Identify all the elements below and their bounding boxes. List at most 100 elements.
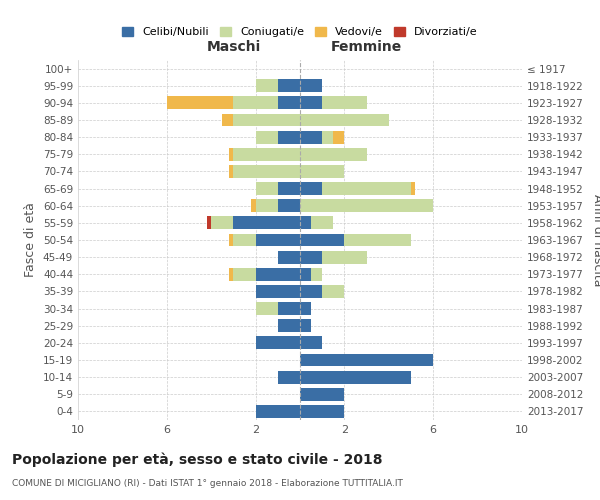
Bar [256,285,300,298]
Bar [300,354,433,366]
Bar [300,80,322,92]
Bar [300,336,322,349]
Bar [278,250,300,264]
Bar [229,234,300,246]
Bar [229,268,300,280]
Bar [278,320,300,332]
Legend: Celibi/Nubili, Coniugati/e, Vedovi/e, Divorziati/e: Celibi/Nubili, Coniugati/e, Vedovi/e, Di… [118,22,482,42]
Bar [229,148,300,160]
Bar [300,405,344,418]
Bar [222,114,300,126]
Bar [211,216,300,230]
Bar [300,268,322,280]
Bar [300,148,367,160]
Bar [300,285,344,298]
Bar [233,165,300,178]
Bar [229,165,300,178]
Bar [256,405,300,418]
Bar [256,285,300,298]
Bar [300,405,344,418]
Bar [300,182,415,195]
Bar [300,182,322,195]
Bar [300,354,433,366]
Bar [300,285,322,298]
Bar [278,250,300,264]
Bar [300,388,344,400]
Bar [300,234,411,246]
Bar [167,96,300,110]
Bar [300,320,311,332]
Bar [278,200,300,212]
Bar [300,302,311,315]
Bar [300,285,344,298]
Bar [278,250,300,264]
Bar [300,165,344,178]
Bar [256,80,300,92]
Bar [233,148,300,160]
Bar [300,130,344,143]
Bar [300,336,322,349]
Bar [300,130,334,143]
Bar [256,336,300,349]
Bar [233,234,300,246]
Bar [256,285,300,298]
Bar [278,320,300,332]
Bar [300,302,311,315]
Bar [233,268,300,280]
Bar [300,370,411,384]
Bar [300,130,344,143]
Y-axis label: Fasce di età: Fasce di età [25,202,37,278]
Bar [229,148,300,160]
Bar [256,285,300,298]
Bar [300,370,411,384]
Bar [300,302,311,315]
Bar [300,96,367,110]
Bar [233,96,300,110]
Bar [256,302,300,315]
Bar [300,268,311,280]
Bar [278,96,300,110]
Bar [233,216,300,230]
Bar [300,200,433,212]
Bar [300,200,433,212]
Bar [300,405,344,418]
Bar [229,234,300,246]
Bar [222,114,300,126]
Y-axis label: Anni di nascita: Anni di nascita [592,194,600,286]
Bar [278,250,300,264]
Bar [256,80,300,92]
Bar [300,216,334,230]
Bar [229,268,300,280]
Bar [300,388,344,400]
Bar [256,302,300,315]
Bar [256,130,300,143]
Bar [300,234,411,246]
Bar [256,405,300,418]
Bar [256,405,300,418]
Bar [256,234,300,246]
Bar [300,148,367,160]
Bar [300,250,367,264]
Bar [256,268,300,280]
Bar [256,182,300,195]
Bar [207,216,300,230]
Bar [300,96,367,110]
Bar [300,96,367,110]
Bar [278,182,300,195]
Text: Maschi: Maschi [206,40,260,54]
Bar [256,80,300,92]
Bar [300,114,389,126]
Bar [256,200,300,212]
Bar [300,182,415,195]
Bar [300,165,344,178]
Bar [256,336,300,349]
Bar [300,336,322,349]
Bar [256,130,300,143]
Bar [300,200,433,212]
Bar [300,148,367,160]
Bar [278,130,300,143]
Bar [256,182,300,195]
Bar [211,216,300,230]
Bar [278,370,300,384]
Bar [300,80,322,92]
